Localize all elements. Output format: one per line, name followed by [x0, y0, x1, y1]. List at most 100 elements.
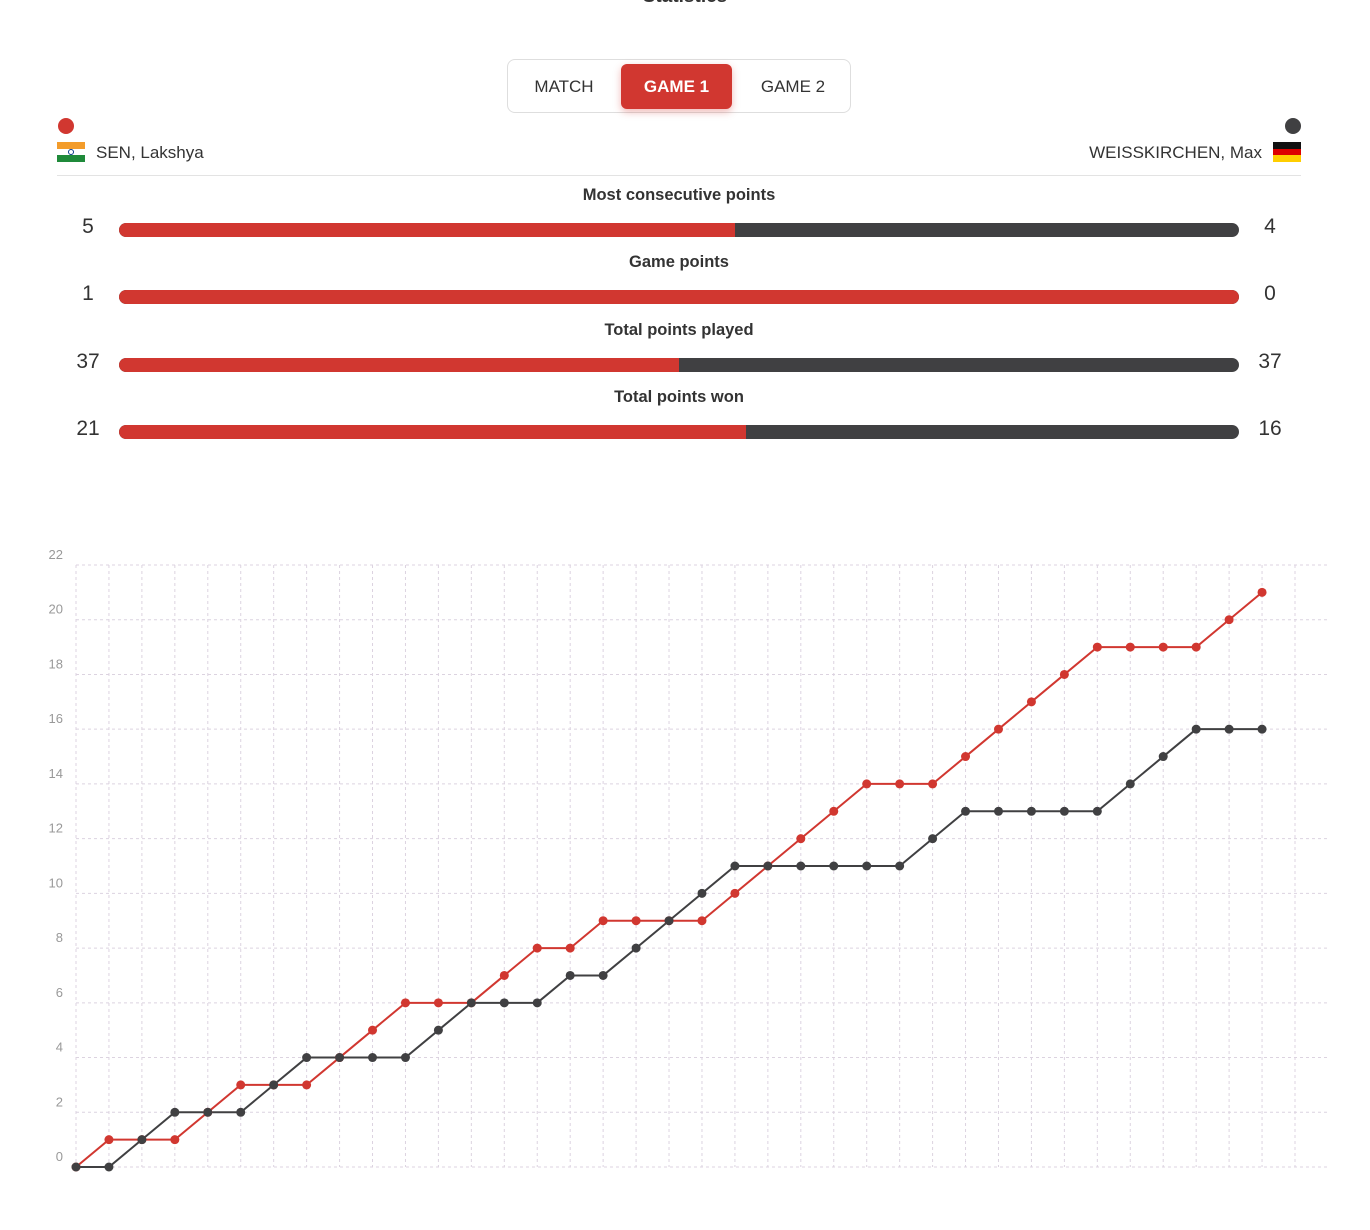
data-point-right [71, 1162, 81, 1172]
y-tick-label: 14 [49, 766, 63, 781]
data-point-right [664, 916, 674, 926]
data-point-left [1257, 587, 1267, 597]
data-point-right [1224, 724, 1234, 734]
data-point-left [1191, 642, 1201, 652]
data-point-left [368, 1025, 378, 1035]
y-tick-label: 22 [49, 547, 63, 562]
data-point-right [433, 1025, 443, 1035]
y-tick-label: 4 [56, 1040, 63, 1055]
data-point-left [796, 834, 806, 844]
tab-match[interactable]: MATCH [534, 77, 594, 96]
data-point-right [335, 1053, 345, 1063]
y-tick-label: 18 [49, 656, 63, 671]
stat-bar [119, 358, 1239, 372]
stat-right-value: 4 [1264, 215, 1276, 238]
data-point-left [170, 1135, 180, 1145]
data-point-right [302, 1053, 312, 1063]
stat-label-game-points: Game points [629, 253, 729, 271]
data-point-right [961, 806, 971, 816]
tab-game-1[interactable]: GAME 1 [621, 64, 732, 109]
india-flag-icon [57, 142, 85, 162]
stat-label-total-played: Total points played [604, 321, 754, 339]
stat-right-value: 16 [1258, 417, 1282, 440]
data-point-right [532, 998, 542, 1008]
data-point-right [565, 970, 575, 980]
stat-left-value: 1 [82, 282, 94, 305]
score-progression-chart: 0 2 4 6 8 10 12 14 16 18 20 22 [49, 547, 1328, 1172]
y-tick-label: 10 [49, 875, 63, 890]
right-player-name: WEISSKIRCHEN, Max [1089, 143, 1262, 162]
data-point-left [862, 779, 872, 789]
left-player-color-dot [58, 118, 74, 134]
data-point-left [1059, 669, 1069, 679]
stat-bar-fill [119, 223, 735, 237]
data-point-right [993, 806, 1003, 816]
data-point-right [862, 861, 872, 871]
data-point-left [697, 916, 707, 926]
stat-bar-fill [119, 358, 679, 372]
data-point-left [928, 779, 938, 789]
data-point-right [400, 1053, 410, 1063]
y-tick-label: 0 [56, 1149, 63, 1164]
data-point-right [730, 861, 740, 871]
data-point-left [993, 724, 1003, 734]
data-point-left [532, 943, 542, 953]
data-point-left [1092, 642, 1102, 652]
y-tick-label: 16 [49, 711, 63, 726]
stat-right-value: 37 [1258, 350, 1282, 373]
y-tick-label: 20 [49, 602, 63, 617]
page-title: Statistics [0, 0, 1370, 8]
data-point-right [203, 1107, 213, 1117]
data-point-left [1026, 697, 1036, 707]
y-tick-label: 2 [56, 1094, 63, 1109]
stat-bar [119, 425, 1239, 439]
data-point-right [466, 998, 476, 1008]
y-tick-label: 8 [56, 930, 63, 945]
data-point-right [104, 1162, 114, 1172]
data-point-right [1257, 724, 1267, 734]
stat-right-value: 0 [1264, 282, 1276, 305]
data-point-left [499, 970, 509, 980]
data-point-right [928, 834, 938, 844]
tab-game-2[interactable]: GAME 2 [760, 77, 826, 96]
data-point-right [763, 861, 773, 871]
data-point-left [565, 943, 575, 953]
data-point-right [269, 1080, 279, 1090]
stat-bar-fill [119, 425, 747, 439]
data-point-right [631, 943, 641, 953]
data-point-left [1158, 642, 1168, 652]
stat-left-value: 21 [76, 417, 100, 440]
data-point-right [829, 861, 839, 871]
data-point-left [400, 998, 410, 1008]
data-point-right [1026, 806, 1036, 816]
data-point-left [895, 779, 905, 789]
data-point-left [829, 806, 839, 816]
data-point-right [1125, 779, 1135, 789]
data-point-right [368, 1053, 378, 1063]
stat-label-total-won: Total points won [614, 388, 744, 406]
left-player-name: SEN, Lakshya [96, 143, 204, 162]
data-point-left [961, 752, 971, 762]
data-point-left [631, 916, 641, 926]
stat-left-value: 5 [82, 215, 94, 238]
data-point-right [697, 888, 707, 898]
data-point-left [730, 888, 740, 898]
y-tick-label: 6 [56, 985, 63, 1000]
data-point-left [1125, 642, 1135, 652]
data-point-right [1092, 806, 1102, 816]
data-point-right [796, 861, 806, 871]
game-tabs: MATCH GAME 1 GAME 2 [507, 59, 851, 113]
data-point-right [1158, 752, 1168, 762]
data-point-left [598, 916, 608, 926]
header-divider [57, 175, 1301, 176]
data-point-right [598, 970, 608, 980]
stat-bar-fill [119, 290, 1239, 304]
germany-flag-icon [1273, 142, 1301, 162]
data-point-left [302, 1080, 312, 1090]
stat-bar [119, 290, 1239, 304]
data-point-left [104, 1135, 114, 1145]
right-player-color-dot [1285, 118, 1301, 134]
data-point-right [236, 1107, 246, 1117]
y-tick-label: 12 [49, 821, 63, 836]
data-point-left [1224, 615, 1234, 625]
